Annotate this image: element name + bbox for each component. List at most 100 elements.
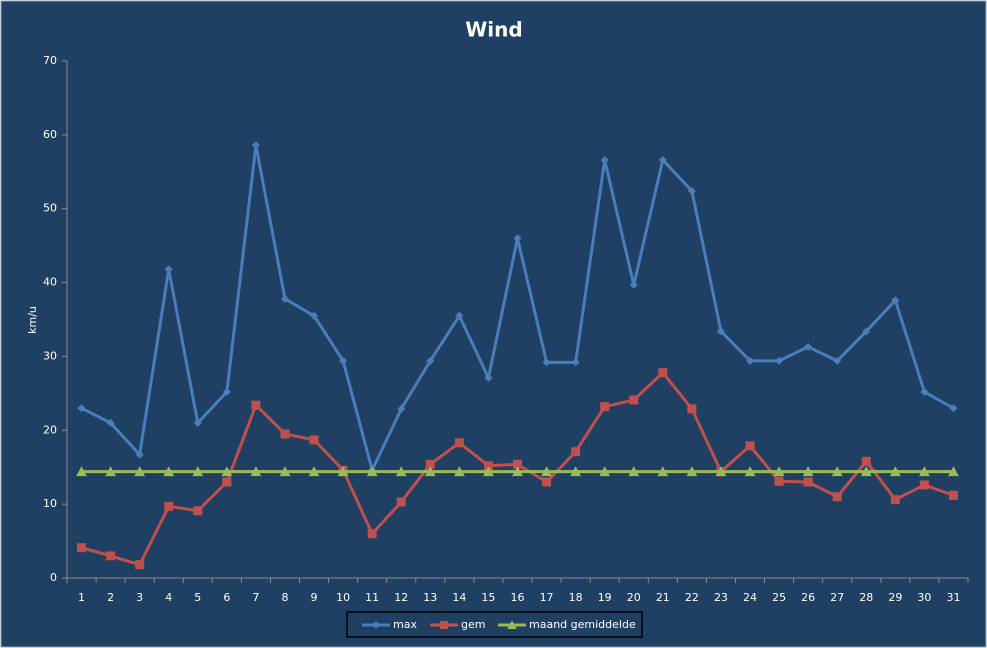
marker [280,429,290,439]
marker [833,356,842,365]
marker [453,466,465,477]
x-tick-label: 15 [481,591,495,604]
x-tick-label: 14 [452,591,466,604]
marker [310,311,319,320]
marker [600,155,609,164]
marker [629,395,639,405]
y-tick-label: 0 [50,571,57,584]
marker [251,141,260,150]
marker [134,466,146,477]
legend-label: max [393,618,417,631]
marker [890,495,900,505]
x-tick-label: 21 [656,591,670,604]
marker [395,466,407,477]
marker [426,356,435,365]
marker [484,373,493,382]
marker [105,466,116,477]
chart-title: Wind [465,18,522,42]
marker [658,155,667,164]
marker [804,342,813,351]
marker [512,466,523,477]
marker [222,477,232,487]
y-tick-label: 60 [43,128,57,141]
x-tick-label: 22 [685,591,699,604]
x-tick-label: 9 [311,591,318,604]
marker [715,466,727,477]
marker [339,356,348,365]
x-tick-label: 13 [423,591,437,604]
marker [251,400,261,410]
x-tick-label: 16 [511,591,525,604]
x-tick-label: 25 [772,591,786,604]
y-tick-label: 30 [43,349,57,362]
y-tick-label: 50 [43,202,57,215]
marker [948,490,958,500]
marker [948,466,959,477]
marker [571,447,581,457]
marker [658,368,668,378]
marker [746,356,755,365]
marker [687,404,697,414]
marker [372,621,380,629]
marker [309,435,319,445]
marker [193,506,203,516]
marker [337,466,349,477]
y-axis-label: km/u [26,306,39,334]
marker [628,466,640,477]
marker [483,466,494,477]
marker [600,402,610,412]
marker [440,621,448,629]
x-tick-label: 24 [743,591,757,604]
y-tick-label: 40 [43,276,57,289]
marker [366,466,378,477]
marker [920,387,929,396]
marker [308,466,320,477]
x-tick-label: 27 [830,591,844,604]
x-tick-label: 31 [946,591,960,604]
marker [396,497,406,507]
marker [775,356,784,365]
legend-label: gem [461,618,485,631]
x-tick-label: 12 [394,591,408,604]
x-tick-label: 8 [281,591,288,604]
marker [192,466,204,477]
marker [949,404,958,413]
marker [425,459,435,469]
marker [424,466,436,477]
marker [163,466,175,477]
y-tick-label: 20 [43,423,57,436]
marker [774,476,784,486]
marker [832,492,842,502]
x-tick-label: 17 [540,591,554,604]
marker [76,466,87,477]
x-tick-label: 19 [598,591,612,604]
marker [106,418,115,427]
marker [570,466,582,477]
marker [802,466,814,477]
marker [803,477,813,487]
marker [889,466,901,477]
marker [221,466,233,477]
x-tick-label: 26 [801,591,815,604]
marker [862,327,871,336]
marker [861,456,871,466]
marker [507,620,517,629]
x-tick-label: 11 [365,591,379,604]
marker [280,294,289,303]
marker [513,459,522,469]
marker [687,186,696,195]
marker [629,280,638,289]
marker [279,466,291,477]
y-tick-label: 10 [43,497,57,510]
x-tick-label: 10 [336,591,350,604]
marker [483,461,493,471]
marker [455,311,464,320]
marker [542,477,552,487]
x-tick-label: 18 [569,591,583,604]
x-tick-label: 3 [136,591,143,604]
marker [571,358,580,367]
marker [891,296,900,305]
marker [164,501,174,511]
